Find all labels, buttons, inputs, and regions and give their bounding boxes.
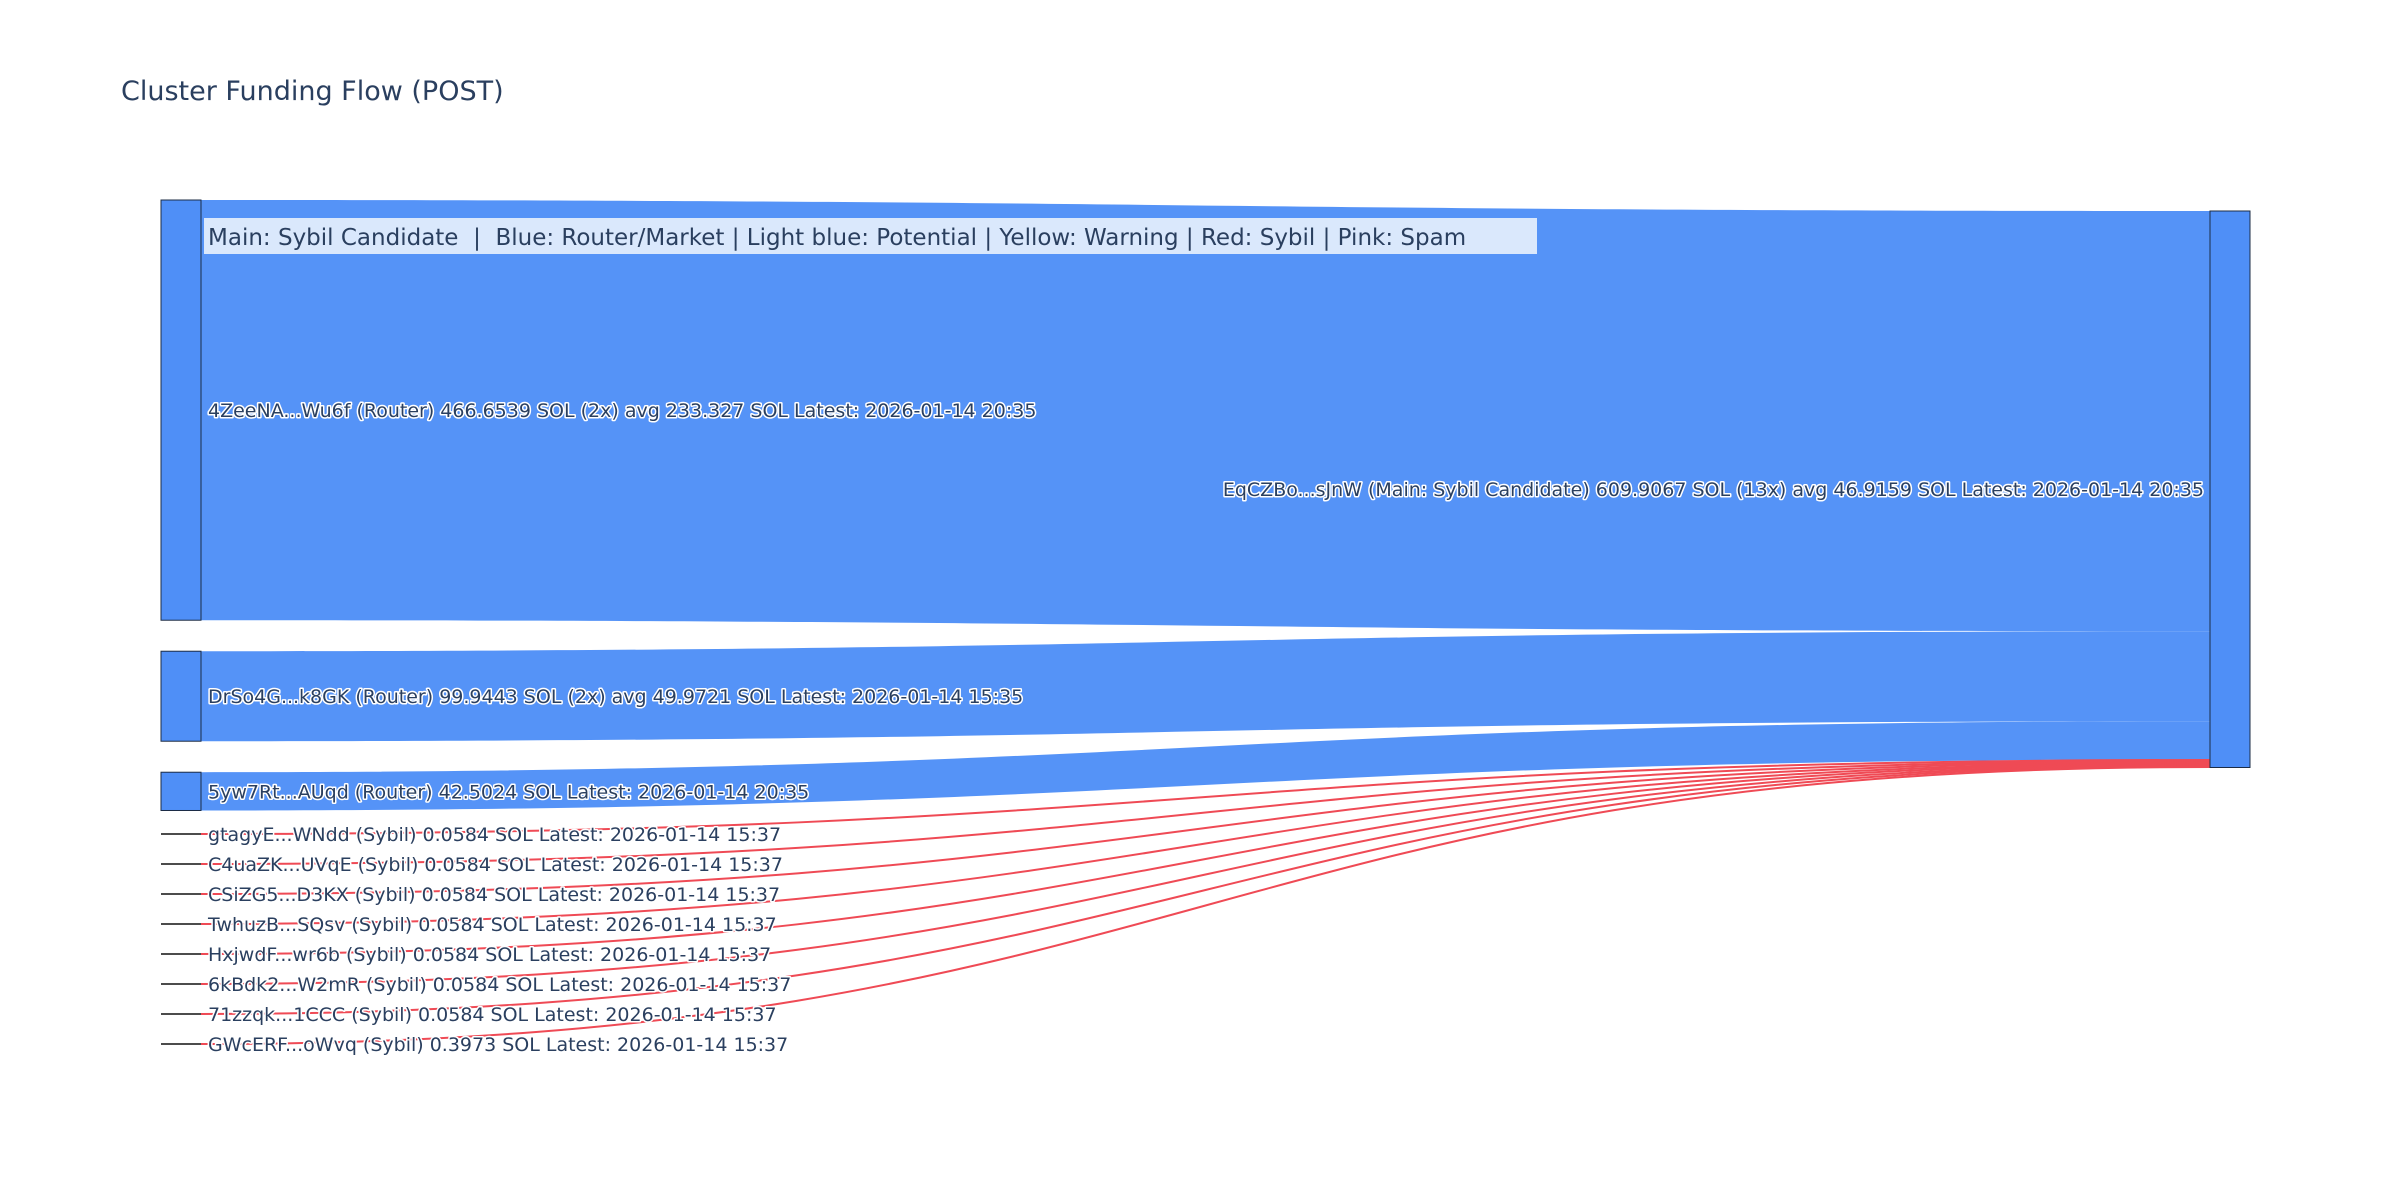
node-router-5yw7[interactable] [160, 771, 202, 811]
link-sybil-twhu[interactable] [200, 761, 2211, 925]
label-sybil-twhu: TwhuzB...SQsv (Sybil) 0.0584 SOL Latest:… [207, 914, 777, 936]
label-router-drso: DrSo4G...k8GK (Router) 99.9443 SOL (2x) … [208, 686, 1023, 708]
legend-text: Main: Sybil Candidate | Blue: Router/Mar… [208, 225, 1466, 251]
label-target: EqCZBo...sJnW (Main: Sybil Candidate) 60… [1223, 479, 2204, 501]
link-sybil-c4ua[interactable] [200, 759, 2211, 865]
nodes-layer [160, 199, 2251, 1045]
link-sybil-71zz[interactable] [200, 764, 2211, 1015]
chart-title: Cluster Funding Flow (POST) [121, 76, 504, 107]
label-sybil-csiz: CSiZG5...D3KX (Sybil) 0.0584 SOL Latest:… [208, 884, 780, 906]
label-sybil-hxjw: HxjwdF...wr6b (Sybil) 0.0584 SOL Latest:… [208, 944, 771, 966]
label-sybil-6kbd: 6kBdk2...W2mR (Sybil) 0.0584 SOL Latest:… [208, 974, 791, 996]
link-router-5yw7[interactable] [201, 721, 2210, 811]
link-router-drso[interactable] [201, 631, 2210, 742]
link-router-4zee[interactable] [201, 200, 2210, 632]
label-sybil-gwce: GWcERF...oWvq (Sybil) 0.3973 SOL Latest:… [208, 1034, 788, 1056]
node-target[interactable] [2209, 210, 2251, 768]
legend-background [204, 218, 1537, 254]
link-sybil-csiz[interactable] [200, 760, 2211, 895]
link-sybil-6kbd[interactable] [200, 763, 2211, 985]
links-layer [200, 200, 2211, 1045]
label-router-4zee: 4ZeeNA...Wu6f (Router) 466.6539 SOL (2x)… [208, 400, 1036, 422]
labels-layer: 4ZeeNA...Wu6f (Router) 466.6539 SOL (2x)… [206, 399, 2206, 1058]
link-sybil-gtag[interactable] [200, 758, 2211, 835]
link-sybil-hxjw[interactable] [200, 762, 2211, 955]
node-router-drso[interactable] [160, 650, 202, 742]
label-sybil-c4ua: C4uaZK...UVqE (Sybil) 0.0584 SOL Latest:… [208, 854, 783, 876]
label-sybil-gtag: gtagyE...WNdd (Sybil) 0.0584 SOL Latest:… [208, 824, 781, 846]
link-sybil-gwce[interactable] [200, 765, 2211, 1045]
node-router-4zee[interactable] [160, 199, 202, 621]
label-router-5yw7: 5yw7Rt...AUqd (Router) 42.5024 SOL Lates… [208, 781, 809, 803]
label-sybil-71zz: 71zzqk...1CCC (Sybil) 0.0584 SOL Latest:… [208, 1004, 777, 1026]
